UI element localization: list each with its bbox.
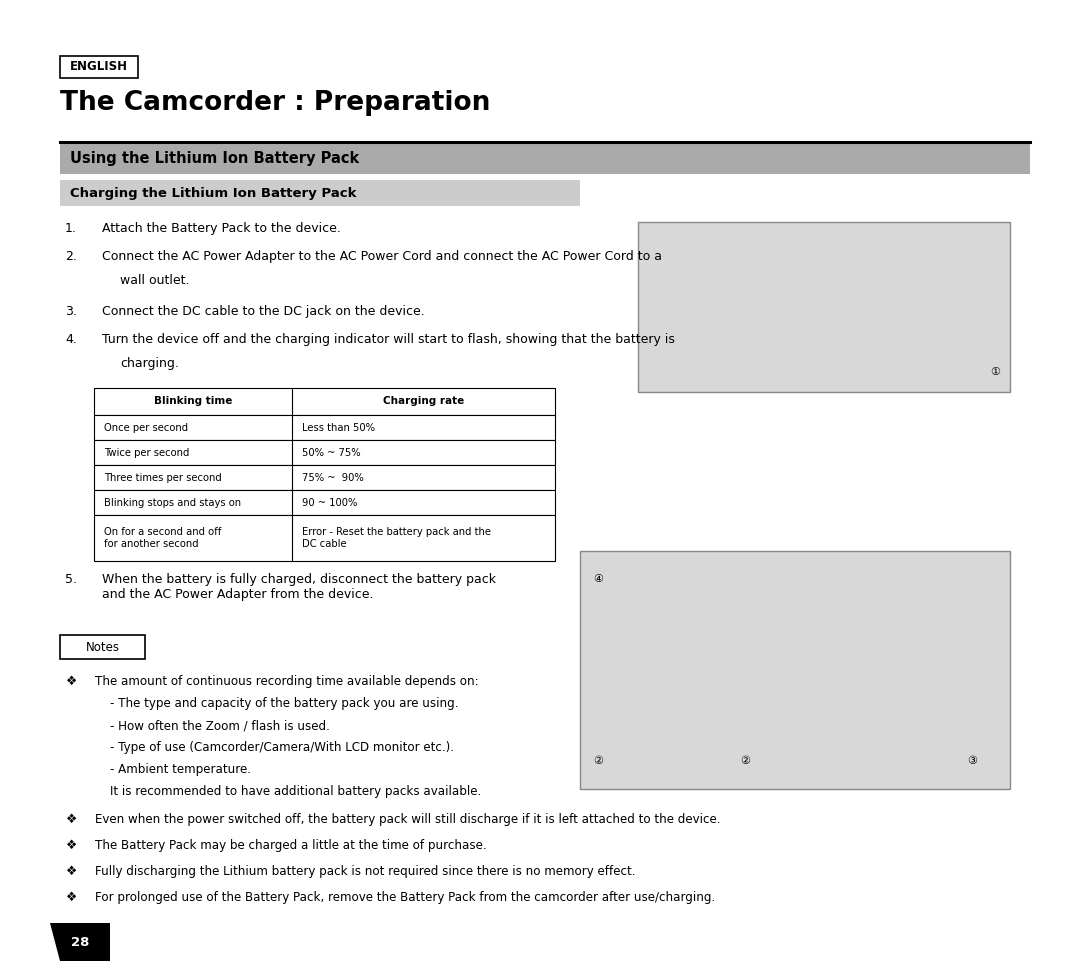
Text: - Type of use (Camcorder/Camera/With LCD monitor etc.).: - Type of use (Camcorder/Camera/With LCD… xyxy=(110,741,454,754)
Bar xyxy=(638,222,1010,392)
Text: Charging the Lithium Ion Battery Pack: Charging the Lithium Ion Battery Pack xyxy=(70,186,356,199)
Text: Error - Reset the battery pack and the
DC cable: Error - Reset the battery pack and the D… xyxy=(302,527,491,549)
Text: Connect the AC Power Adapter to the AC Power Cord and connect the AC Power Cord : Connect the AC Power Adapter to the AC P… xyxy=(102,250,662,263)
Text: Fully discharging the Lithium battery pack is not required since there is no mem: Fully discharging the Lithium battery pa… xyxy=(95,865,635,878)
Text: Using the Lithium Ion Battery Pack: Using the Lithium Ion Battery Pack xyxy=(70,151,360,166)
Text: 5.: 5. xyxy=(65,573,77,586)
Text: Attach the Battery Pack to the device.: Attach the Battery Pack to the device. xyxy=(102,222,341,235)
Text: Notes: Notes xyxy=(85,641,120,653)
Text: For prolonged use of the Battery Pack, remove the Battery Pack from the camcorde: For prolonged use of the Battery Pack, r… xyxy=(95,891,715,904)
Text: The Camcorder : Preparation: The Camcorder : Preparation xyxy=(60,90,490,116)
Text: 90 ~ 100%: 90 ~ 100% xyxy=(302,497,357,508)
Text: 4.: 4. xyxy=(65,333,77,346)
Text: - The type and capacity of the battery pack you are using.: - The type and capacity of the battery p… xyxy=(110,697,459,710)
Bar xyxy=(94,440,555,465)
Text: Twice per second: Twice per second xyxy=(104,448,189,457)
Text: Charging rate: Charging rate xyxy=(383,396,464,407)
Text: Less than 50%: Less than 50% xyxy=(302,422,375,432)
Text: ❖: ❖ xyxy=(66,865,78,878)
Text: - Ambient temperature.: - Ambient temperature. xyxy=(110,763,251,776)
Text: 1.: 1. xyxy=(65,222,77,235)
Text: On for a second and off
for another second: On for a second and off for another seco… xyxy=(104,527,221,549)
Bar xyxy=(94,490,555,515)
Bar xyxy=(94,465,555,490)
Text: charging.: charging. xyxy=(120,357,179,370)
Bar xyxy=(580,551,1010,789)
Text: Three times per second: Three times per second xyxy=(104,473,221,483)
Text: 50% ~ 75%: 50% ~ 75% xyxy=(302,448,361,457)
Text: When the battery is fully charged, disconnect the battery pack
and the AC Power : When the battery is fully charged, disco… xyxy=(102,573,496,601)
Text: ❖: ❖ xyxy=(66,675,78,688)
Bar xyxy=(60,635,145,659)
Text: Blinking stops and stays on: Blinking stops and stays on xyxy=(104,497,241,508)
Bar xyxy=(94,415,555,440)
Text: ①: ① xyxy=(990,367,1000,377)
Bar xyxy=(60,144,1030,174)
Text: Even when the power switched off, the battery pack will still discharge if it is: Even when the power switched off, the ba… xyxy=(95,813,720,826)
Text: ❖: ❖ xyxy=(66,839,78,852)
Text: 75% ~  90%: 75% ~ 90% xyxy=(302,473,364,483)
Bar xyxy=(94,515,555,561)
Text: Blinking time: Blinking time xyxy=(154,396,232,407)
Bar xyxy=(60,56,138,78)
Bar xyxy=(60,180,580,206)
Text: The Battery Pack may be charged a little at the time of purchase.: The Battery Pack may be charged a little… xyxy=(95,839,487,852)
Text: 3.: 3. xyxy=(65,305,77,318)
Text: - How often the Zoom / flash is used.: - How often the Zoom / flash is used. xyxy=(110,719,329,732)
Text: 2.: 2. xyxy=(65,250,77,263)
Text: Connect the DC cable to the DC jack on the device.: Connect the DC cable to the DC jack on t… xyxy=(102,305,424,318)
Text: 28: 28 xyxy=(71,935,90,949)
Text: ENGLISH: ENGLISH xyxy=(70,60,129,74)
Text: Once per second: Once per second xyxy=(104,422,188,432)
Text: wall outlet.: wall outlet. xyxy=(120,274,189,287)
Text: The amount of continuous recording time available depends on:: The amount of continuous recording time … xyxy=(95,675,478,688)
Text: It is recommended to have additional battery packs available.: It is recommended to have additional bat… xyxy=(110,785,482,798)
Text: ②: ② xyxy=(740,756,750,766)
Text: Turn the device off and the charging indicator will start to flash, showing that: Turn the device off and the charging ind… xyxy=(102,333,675,346)
Text: ❖: ❖ xyxy=(66,813,78,826)
Text: ②: ② xyxy=(593,756,603,766)
Polygon shape xyxy=(50,923,110,961)
Text: ④: ④ xyxy=(593,574,603,584)
Bar xyxy=(94,388,555,415)
Text: ③: ③ xyxy=(967,756,977,766)
Text: ❖: ❖ xyxy=(66,891,78,904)
